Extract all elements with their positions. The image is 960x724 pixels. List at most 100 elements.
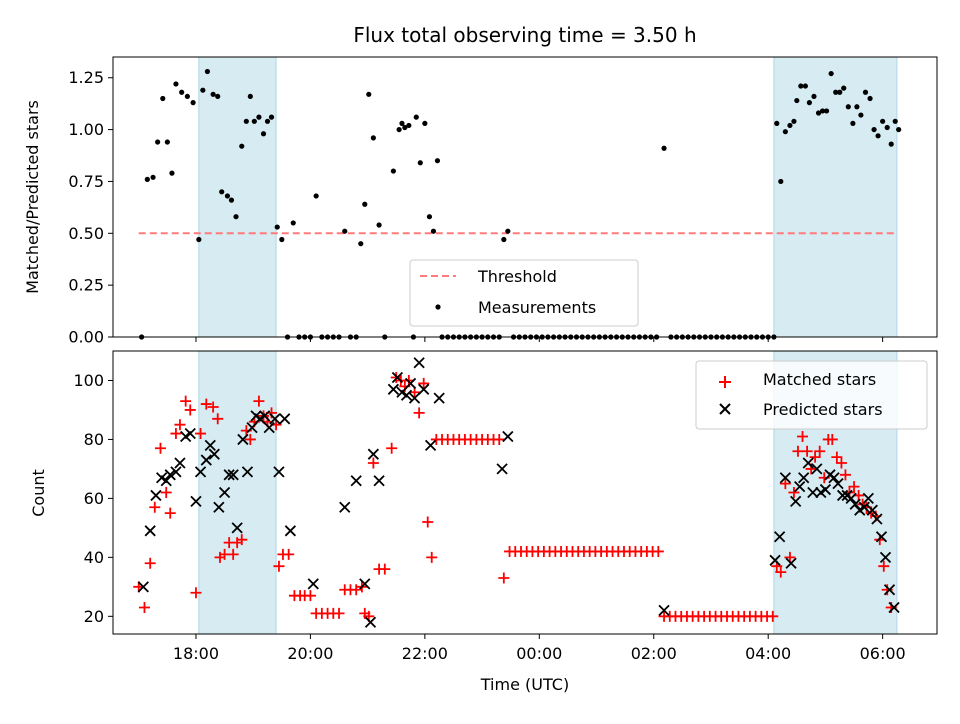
- measurement-point: [313, 193, 319, 199]
- predicted-star-point: [658, 604, 670, 617]
- x-axis-label: Time (UTC): [480, 675, 569, 694]
- predicted-star-point: [164, 469, 176, 481]
- predicted-star-point: [246, 422, 258, 434]
- measurement-point: [155, 139, 161, 145]
- matched-star-point: [184, 404, 196, 416]
- matched-star-points: [133, 372, 897, 622]
- bottom-x-ticks: 18:00 20:00 22:00 00:00 02:00 04:00 06:00: [173, 634, 906, 663]
- y-tick-label: 0.00: [68, 328, 104, 347]
- matched-star-point: [212, 413, 224, 425]
- matched-star-point: [848, 481, 860, 493]
- predicted-star-point: [237, 433, 249, 446]
- predicted-star-point: [279, 413, 291, 425]
- measurement-point: [854, 104, 860, 110]
- y-tick-label: 20: [84, 607, 104, 626]
- predicted-star-point: [367, 448, 379, 460]
- top-panel: 0.00 0.25 0.50 0.75 1.00 1.25 Matched/Predict…: [23, 56, 938, 347]
- predicted-star-point: [284, 525, 297, 537]
- night-band: [773, 56, 898, 338]
- predicted-star-point: [259, 410, 271, 422]
- measurement-point: [867, 95, 873, 102]
- predicted-star-point: [879, 551, 892, 563]
- predicted-star-point: [424, 439, 437, 451]
- measurement-point: [144, 176, 150, 182]
- predicted-star-point: [150, 489, 162, 502]
- matched-star-point: [304, 590, 316, 602]
- measurement-point: [228, 197, 235, 203]
- measurement-point: [896, 126, 902, 133]
- measurement-point: [376, 222, 382, 228]
- measurement-point: [160, 95, 166, 102]
- predicted-star-point: [307, 578, 319, 590]
- x-tick-label: 06:00: [860, 644, 906, 663]
- predicted-star-point: [408, 392, 421, 404]
- measurement-point: [823, 108, 830, 114]
- matched-star-point: [164, 507, 176, 519]
- matched-star-point: [190, 587, 202, 599]
- measurement-point: [390, 168, 396, 174]
- predicted-star-point: [888, 601, 900, 614]
- measurement-point: [778, 178, 784, 185]
- predicted-star-points: [137, 357, 900, 628]
- predicted-star-point: [231, 522, 243, 534]
- measurement-point: [434, 158, 441, 164]
- measurement-point: [430, 228, 437, 234]
- matched-star-point: [418, 377, 430, 389]
- x-tick-label: 20:00: [287, 644, 333, 663]
- matched-star-point: [367, 457, 379, 469]
- predicted-star-point: [798, 472, 810, 484]
- predicted-star-point: [204, 439, 216, 451]
- measurement-point: [247, 93, 253, 100]
- predicted-star-point: [144, 525, 156, 537]
- measurement-point: [774, 120, 780, 126]
- matched-star-point: [170, 428, 182, 440]
- measurement-point: [358, 241, 364, 247]
- matched-legend-label: Matched stars: [763, 370, 876, 389]
- predicted-star-point: [364, 616, 377, 628]
- matched-star-point: [881, 584, 893, 596]
- measurement-point: [850, 120, 856, 126]
- measurement-point: [417, 160, 423, 166]
- top-legend: Threshold Measurements: [409, 259, 639, 327]
- predicted-star-point: [502, 430, 514, 443]
- measurement-point: [173, 81, 179, 87]
- measurement-point: [204, 68, 211, 75]
- measurement-point: [871, 126, 877, 133]
- predicted-star-point: [496, 463, 508, 475]
- predicted-star-point: [174, 457, 186, 469]
- bottom-plot-frame: [112, 350, 938, 635]
- predicted-star-point: [832, 478, 844, 490]
- predicted-star-point: [785, 557, 797, 569]
- y-tick-label: 60: [84, 489, 104, 508]
- predicted-star-point: [263, 422, 275, 434]
- predicted-star-point: [218, 486, 231, 499]
- measurement-point: [362, 201, 368, 207]
- matched-star-point: [814, 445, 826, 457]
- matched-star-point: [839, 469, 851, 481]
- matched-star-point: [273, 560, 285, 572]
- measurement-point: [279, 236, 285, 243]
- bottom-legend-box: [695, 360, 928, 430]
- measurement-point: [200, 87, 206, 93]
- predicted-star-point: [858, 501, 870, 513]
- night-band: [198, 350, 277, 635]
- matched-star-point: [138, 601, 150, 613]
- measurement-point: [224, 193, 231, 199]
- measurement-point: [501, 236, 507, 243]
- predicted-star-point: [862, 492, 874, 505]
- predicted-star-point: [779, 472, 791, 484]
- matched-star-point: [498, 572, 510, 584]
- predicted-star-point: [845, 492, 857, 505]
- measurement-point: [196, 236, 202, 243]
- predicted-star-point: [828, 472, 840, 484]
- bottom-y-ticks: 20 40 60 80 100: [73, 371, 113, 626]
- predicted-star-point: [400, 389, 413, 401]
- predicted-star-point: [794, 480, 806, 493]
- matched-star-point: [333, 607, 345, 619]
- bottom-legend: Matched stars Predicted stars: [695, 360, 928, 430]
- matched-star-point: [652, 545, 664, 557]
- measurement-point: [413, 114, 419, 120]
- y-tick-label: 100: [73, 371, 104, 390]
- measurements-legend-swatch: [435, 304, 441, 310]
- matched-star-point: [426, 551, 438, 563]
